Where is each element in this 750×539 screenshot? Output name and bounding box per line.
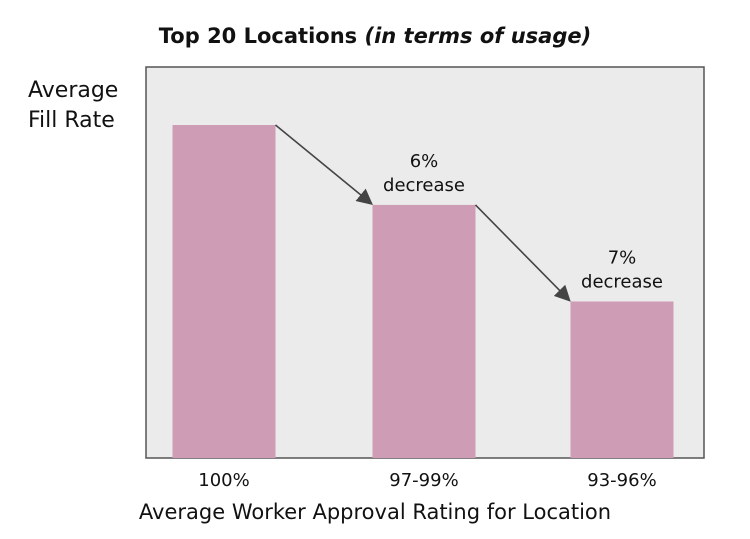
y-axis-label-line-1: Average xyxy=(28,78,119,103)
x-tick-label-2: 97-99% xyxy=(389,470,458,491)
annotation-1-line-1: 6% xyxy=(410,151,439,172)
x-tick-label-1: 100% xyxy=(198,470,249,491)
decrease-arrow-1 xyxy=(274,124,373,205)
bar-2 xyxy=(372,204,476,458)
x-tick-label-3: 93-96% xyxy=(587,470,656,491)
annotation-1-line-2: decrease xyxy=(383,175,465,196)
chart-title: Top 20 Locations (in terms of usage) xyxy=(0,24,750,48)
y-axis-label: Average Fill Rate xyxy=(28,76,118,136)
annotation-2-line-1: 7% xyxy=(608,247,637,268)
chart-title-sub: (in terms of usage) xyxy=(364,24,592,48)
x-axis-label: Average Worker Approval Rating for Locat… xyxy=(138,500,612,524)
y-axis-label-line-2: Fill Rate xyxy=(28,108,115,133)
annotation-2-line-2: decrease xyxy=(581,271,663,292)
bar-1 xyxy=(172,125,276,458)
decrease-arrow-2 xyxy=(474,204,571,302)
bar-3 xyxy=(570,301,674,458)
chart-title-main: Top 20 Locations xyxy=(158,24,358,48)
